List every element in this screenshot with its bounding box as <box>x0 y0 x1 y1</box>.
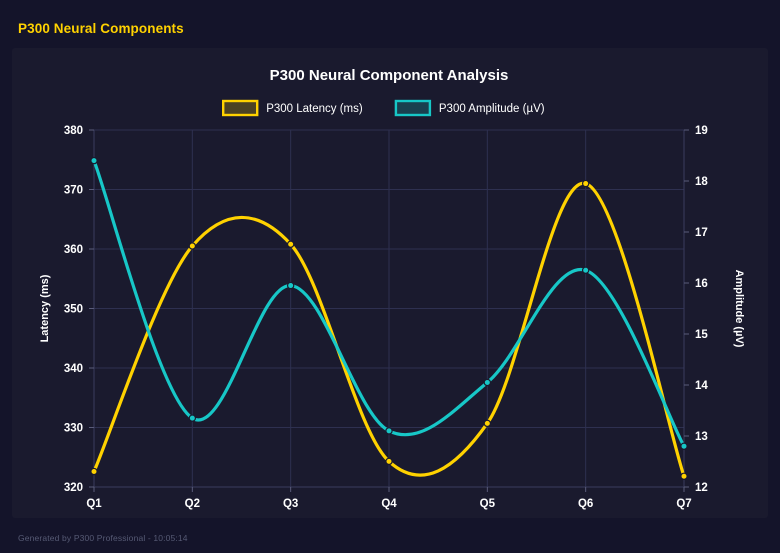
legend-label: P300 Amplitude (µV) <box>439 103 545 115</box>
x-axis-tick-label: Q3 <box>283 498 298 510</box>
chart-panel: P300 Neural Component Analysis P300 Laten… <box>12 48 768 518</box>
y-axis-left-tick-label: 330 <box>64 423 83 435</box>
data-point-marker[interactable] <box>188 242 197 250</box>
data-point-marker[interactable] <box>680 472 688 480</box>
line-chart: P300 Neural Component Analysis P300 Laten… <box>39 67 745 510</box>
data-point-marker[interactable] <box>286 281 295 290</box>
y-axis-right-tick-label: 19 <box>695 125 708 137</box>
legend-item[interactable]: P300 Amplitude (µV) <box>394 99 545 117</box>
y-axis-left-title: Latency (ms) <box>39 274 51 342</box>
legend-label: P300 Latency (ms) <box>266 103 363 115</box>
y-axis-left-tick-label: 370 <box>64 185 83 197</box>
data-point-marker[interactable] <box>188 414 197 422</box>
y-axis-right-tick-label: 17 <box>695 227 708 239</box>
y-axis-right-tick-label: 15 <box>695 329 708 341</box>
x-axis-tick-label: Q5 <box>480 498 496 510</box>
chart-title: P300 Neural Component Analysis <box>270 67 509 84</box>
data-point-marker[interactable] <box>581 179 590 188</box>
y-axis-left-tick-label: 350 <box>64 304 83 316</box>
legend-swatch <box>221 99 259 117</box>
y-axis-left-tick-label: 380 <box>64 125 83 137</box>
x-axis-tick-label: Q6 <box>578 498 593 510</box>
x-axis-tick-label: Q4 <box>381 498 397 510</box>
data-point-marker[interactable] <box>680 442 688 450</box>
y-axis-left-tick-label: 360 <box>64 244 83 256</box>
legend-item[interactable]: P300 Latency (ms) <box>221 99 363 117</box>
y-axis-right-tick-label: 13 <box>695 431 708 443</box>
x-axis-tick-label: Q7 <box>676 498 691 510</box>
data-point-marker[interactable] <box>483 378 492 387</box>
data-point-marker[interactable] <box>90 467 98 476</box>
y-axis-left-tick-label: 320 <box>64 482 83 494</box>
y-axis-right-tick-label: 14 <box>695 380 708 392</box>
data-point-marker[interactable] <box>90 156 98 165</box>
x-axis-tick-label: Q1 <box>86 498 102 510</box>
y-axis-right-tick-label: 12 <box>695 482 708 494</box>
data-point-marker[interactable] <box>286 240 295 248</box>
data-point-marker[interactable] <box>483 419 492 428</box>
y-axis-left-tick-label: 340 <box>64 363 83 375</box>
y-axis-right-tick-label: 18 <box>695 176 708 188</box>
data-point-marker[interactable] <box>385 427 393 435</box>
y-axis-right-title: Amplitude (µV) <box>733 270 745 348</box>
page-title: P300 Neural Components <box>18 21 184 36</box>
data-point-marker[interactable] <box>581 266 590 274</box>
x-axis-tick-label: Q2 <box>185 498 200 510</box>
data-point-marker[interactable] <box>385 457 393 466</box>
footer-status-text: Generated by P300 Professional - 10:05:1… <box>18 533 188 543</box>
legend-swatch <box>394 99 432 117</box>
y-axis-right-tick-label: 16 <box>695 278 708 290</box>
